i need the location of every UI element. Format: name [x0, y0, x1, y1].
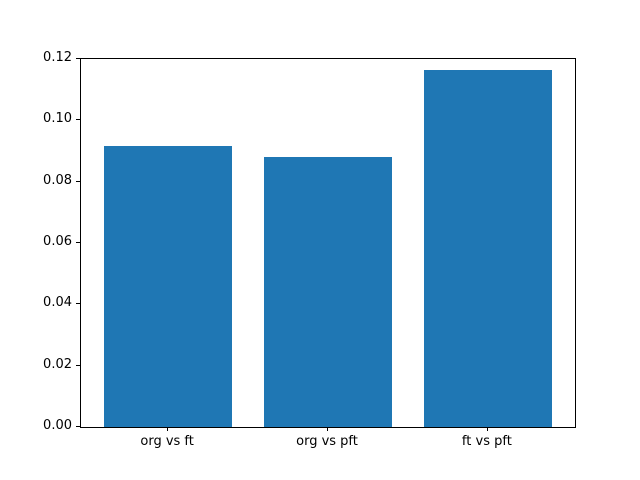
x-axis-tick-label: org vs pft	[296, 434, 358, 449]
y-tick-mark	[76, 242, 80, 243]
y-axis-tick-label: 0.12	[43, 50, 72, 65]
x-axis-tick-label: org vs ft	[140, 434, 194, 449]
y-tick-mark	[76, 119, 80, 121]
y-axis-tick-label: 0.08	[43, 172, 72, 188]
plot-area	[80, 58, 576, 428]
bar-org-vs-pft	[264, 157, 392, 427]
y-tick-mark	[76, 303, 80, 305]
y-axis-tick-label: 0.00	[43, 418, 72, 433]
y-axis-tick-label: 0.06	[43, 234, 72, 249]
x-tick-mark	[167, 427, 169, 431]
y-tick-mark	[76, 180, 80, 182]
y-axis-tick-label: 0.10	[43, 111, 72, 127]
y-tick-mark	[76, 364, 80, 366]
y-tick-mark	[76, 58, 80, 59]
bar-org-vs-ft	[104, 146, 233, 427]
x-tick-mark	[327, 427, 328, 431]
y-tick-mark	[76, 426, 80, 427]
x-axis-tick-label: ft vs pft	[461, 434, 512, 449]
y-axis-tick-label: 0.04	[43, 295, 72, 311]
x-tick-mark	[486, 427, 488, 431]
bar-ft-vs-pft	[423, 70, 552, 427]
y-axis-tick-label: 0.02	[43, 356, 72, 372]
